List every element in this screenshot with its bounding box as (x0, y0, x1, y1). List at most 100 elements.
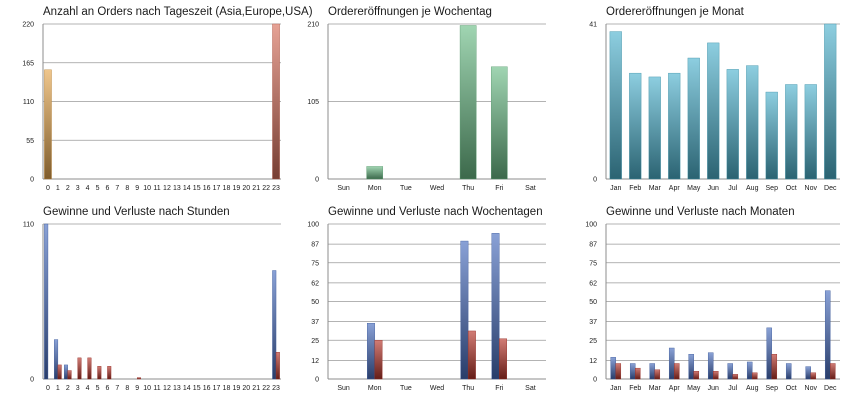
y-tick-label: 100 (307, 222, 319, 229)
x-tick-label: 15 (193, 385, 201, 392)
chart-orders-by-hour: Anzahl an Orders nach Tageszeit (Asia,Eu… (5, 2, 312, 198)
bar-verluste-6 (107, 366, 112, 380)
bar-verluste-jun (713, 371, 719, 380)
x-tick-label: Aug (746, 185, 759, 192)
x-tick-label: Nov (805, 185, 818, 192)
bar-orders-may (687, 57, 700, 180)
bar-gewinne-feb (629, 363, 636, 380)
x-tick-label: 21 (252, 385, 260, 392)
bar-orders-0 (44, 69, 52, 180)
x-tick-label: 4 (86, 385, 90, 392)
y-tick-label: 25 (589, 338, 597, 345)
y-tick-label: 105 (307, 99, 319, 106)
x-tick-label: 5 (96, 185, 100, 192)
x-tick-label: Mar (649, 385, 662, 392)
y-tick-label: 100 (585, 222, 597, 229)
x-tick-label: 12 (163, 185, 171, 192)
bar-orders-jun (707, 42, 720, 180)
x-tick-label: 14 (183, 385, 191, 392)
x-tick-label: Sep (766, 185, 779, 192)
x-tick-label: 9 (135, 185, 139, 192)
y-tick-label: 75 (589, 260, 597, 267)
bar-verluste-aug (752, 372, 758, 380)
x-tick-label: 20 (242, 385, 250, 392)
y-tick-label: 87 (589, 242, 597, 249)
y-tick-label: 75 (311, 260, 319, 267)
x-tick-label: May (687, 185, 701, 192)
x-tick-label: Feb (629, 385, 641, 392)
y-tick-label: 165 (22, 60, 34, 67)
x-tick-label: Tue (400, 385, 412, 392)
x-tick-label: 11 (153, 185, 160, 192)
x-tick-label: Dec (824, 185, 837, 192)
x-tick-label: 6 (106, 385, 110, 392)
x-tick-label: 20 (242, 185, 250, 192)
y-tick-label: 41 (589, 22, 597, 29)
bar-gewinne-23 (272, 270, 277, 380)
bar-verluste-3 (77, 357, 82, 380)
bar-gewinne-nov (805, 366, 811, 380)
y-tick-label: 62 (311, 280, 319, 287)
x-tick-label: Mar (649, 185, 662, 192)
y-tick-label: 50 (589, 299, 597, 306)
y-tick-label: 25 (311, 338, 319, 345)
chart-title: Ordereröffnungen je Monat (606, 6, 745, 18)
x-tick-label: 19 (232, 185, 240, 192)
bar-gewinne-fri (491, 233, 500, 380)
x-tick-label: 2 (66, 385, 70, 392)
bar-verluste-thu (467, 330, 476, 380)
y-tick-label: 12 (589, 358, 597, 365)
x-tick-label: Fri (495, 385, 504, 392)
bar-orders-jan (609, 31, 622, 180)
x-tick-label: Jun (708, 185, 719, 192)
y-tick-label: 220 (22, 22, 34, 29)
bar-verluste-jan (615, 363, 622, 380)
y-tick-label: 0 (315, 377, 319, 384)
bar-orders-23 (272, 23, 280, 180)
x-tick-label: 18 (223, 385, 231, 392)
y-tick-label: 210 (307, 22, 319, 29)
bar-verluste-4 (87, 357, 92, 380)
x-tick-label: 0 (46, 385, 50, 392)
y-tick-label: 12 (311, 358, 319, 365)
x-tick-label: 17 (213, 385, 221, 392)
bar-verluste-may (693, 371, 700, 380)
y-tick-label: 110 (23, 222, 34, 229)
x-tick-label: Mon (368, 385, 382, 392)
x-tick-label: Oct (786, 385, 797, 392)
x-tick-label: 6 (106, 185, 110, 192)
x-tick-label: 2 (66, 185, 70, 192)
bar-verluste-apr (674, 363, 680, 380)
bar-orders-mar (648, 76, 661, 180)
x-tick-label: 11 (153, 385, 160, 392)
x-tick-label: Sat (525, 185, 536, 192)
bar-gewinne-aug (746, 361, 753, 380)
y-tick-label: 0 (30, 377, 34, 384)
x-tick-label: Oct (786, 185, 797, 192)
x-tick-label: Thu (462, 185, 474, 192)
x-tick-label: 4 (86, 185, 90, 192)
bar-verluste-5 (97, 366, 102, 380)
chart-pnl-by-weekday: Gewinne und Verluste nach Wochentagen 0 12… (290, 202, 560, 398)
bar-gewinne-jul (727, 363, 733, 380)
x-tick-label: Sep (766, 385, 779, 392)
y-tick-label: 0 (593, 377, 597, 384)
bar-verluste-mon (374, 340, 383, 380)
y-tick-label: 87 (311, 242, 319, 249)
bar-gewinne-mar (649, 363, 655, 380)
x-tick-label: 0 (46, 185, 50, 192)
bar-orders-nov (804, 84, 817, 180)
x-tick-label: 18 (223, 185, 231, 192)
x-tick-label: Jul (728, 185, 737, 192)
y-tick-label: 37 (311, 319, 319, 326)
y-tick-label: 50 (311, 299, 319, 306)
bar-verluste-nov (810, 372, 817, 380)
chart-title: Gewinne und Verluste nach Monaten (606, 206, 795, 218)
x-tick-label: Jan (610, 385, 621, 392)
y-tick-label: 0 (30, 177, 34, 184)
bar-orders-fri (490, 66, 508, 180)
x-tick-label: 13 (173, 185, 181, 192)
x-tick-label: 13 (173, 385, 181, 392)
bar-verluste-9 (137, 377, 141, 380)
bar-verluste-1 (57, 364, 62, 380)
